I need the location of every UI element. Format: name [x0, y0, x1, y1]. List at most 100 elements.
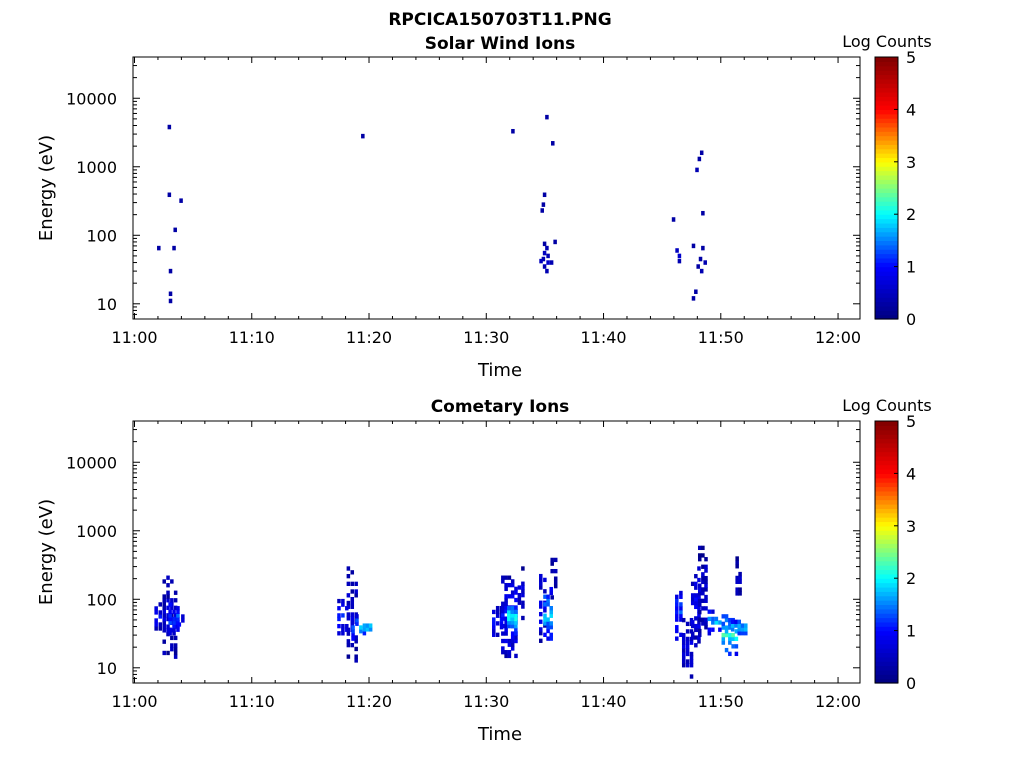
- heatmap-cell: [690, 600, 695, 606]
- heatmap-cell: [154, 622, 158, 627]
- colorbar-tick-label: 0: [906, 310, 916, 329]
- heatmap-cell: [514, 653, 518, 659]
- heatmap-cell: [549, 613, 553, 618]
- y-axis-ticks: 10 100 1000 10000: [66, 420, 860, 684]
- heatmap-cell: [550, 568, 554, 574]
- heatmap-cell: [162, 613, 166, 618]
- heatmap-cell: [704, 621, 708, 626]
- heatmap-cell: [510, 594, 515, 599]
- heatmap-cell: [504, 627, 508, 633]
- x-tick-label: 12:00: [815, 328, 861, 347]
- colorbar-tick-label: 2: [906, 205, 916, 224]
- x-axis-label: Time: [477, 360, 522, 381]
- colorbar-swatch: [875, 279, 898, 285]
- heatmap-cell: [501, 623, 505, 629]
- heatmap-cell: [697, 577, 701, 583]
- colorbar-swatch: [875, 70, 898, 76]
- heatmap-cell: [704, 606, 708, 611]
- heatmap-cell: [365, 623, 370, 628]
- heatmap-cell: [162, 639, 166, 644]
- heatmap-cell: [170, 635, 174, 641]
- x-tick-label: 12:00: [815, 692, 861, 711]
- heatmap-cell: [504, 623, 508, 629]
- heatmap-cell: [701, 621, 705, 626]
- colorbar-swatch: [875, 447, 898, 453]
- heatmap-cell: [735, 575, 739, 581]
- heatmap-cell: [734, 619, 738, 624]
- heatmap-cell: [346, 642, 351, 648]
- heatmap-cell: [701, 575, 705, 581]
- heatmap-cell: [495, 609, 500, 615]
- colorbar-swatch: [875, 275, 898, 281]
- heatmap-cell: [737, 623, 741, 628]
- colorbar-swatch: [875, 460, 898, 466]
- heatmap-cell: [738, 591, 742, 596]
- heatmap-cell: [168, 609, 172, 614]
- heatmap-cell: [341, 598, 345, 604]
- heatmap-cell: [173, 654, 178, 659]
- heatmap-cell: [685, 663, 690, 668]
- y-tick-label: 10000: [66, 453, 117, 472]
- heatmap-cell: [495, 632, 500, 637]
- heatmap-cell: [168, 620, 172, 625]
- colorbar-swatch: [875, 626, 898, 632]
- heatmap-cell: [346, 654, 351, 659]
- heatmap-cell: [721, 632, 726, 638]
- heatmap-cell: [173, 650, 178, 656]
- y-axis-ticks: 10 100 1000 10000: [66, 56, 860, 320]
- heatmap-cell: [355, 614, 359, 619]
- heatmap-cell: [346, 593, 351, 598]
- colorbar-tick-label: 1: [906, 258, 916, 277]
- heatmap-cell: [539, 619, 543, 624]
- heatmap-cell: [549, 609, 553, 615]
- colorbar-swatch: [875, 438, 898, 444]
- heatmap-cell: [728, 617, 732, 623]
- heatmap-cell: [337, 598, 341, 604]
- heatmap-cell: [701, 572, 705, 577]
- colorbar-swatch: [875, 508, 898, 514]
- heatmap-cell: [354, 646, 358, 652]
- heatmap-cell: [677, 253, 682, 259]
- x-axis-ticks: 11:00 11:10 11:20 11:30 11:40 11:50 12:00: [111, 421, 861, 711]
- heatmap-cell: [694, 604, 698, 610]
- heatmap-cell: [546, 617, 550, 622]
- heatmap-cell: [507, 642, 512, 647]
- heatmap-cell: [539, 258, 543, 264]
- heatmap-cell: [701, 617, 705, 622]
- heatmap-cell: [546, 628, 550, 634]
- colorbar-swatch: [875, 482, 898, 488]
- heatmap-cell: [168, 268, 173, 274]
- heatmap-cell: [738, 579, 742, 584]
- heatmap-cell: [514, 613, 518, 618]
- y-tick-label: 100: [86, 590, 117, 609]
- colorbar: 0 1 2 3 4 5: [874, 412, 916, 693]
- colorbar-swatch: [875, 284, 898, 290]
- heatmap-cell: [675, 609, 679, 615]
- heatmap-cell: [697, 598, 702, 603]
- heatmap-cell: [711, 609, 715, 614]
- heatmap-cell: [510, 590, 515, 595]
- colorbar-label: Log Counts: [842, 396, 932, 415]
- colorbar-swatch: [875, 144, 898, 150]
- colorbar-swatch: [875, 174, 898, 180]
- colorbar-swatch: [875, 608, 898, 614]
- heatmap-cell: [539, 631, 543, 636]
- colorbar-swatch: [875, 495, 898, 501]
- heatmap-cell: [541, 256, 546, 262]
- colorbar-frame: [874, 56, 899, 320]
- heatmap-cell: [504, 586, 508, 592]
- colorbar-swatch: [875, 661, 898, 667]
- heatmap-cell: [539, 581, 543, 586]
- x-tick-label: 11:20: [346, 328, 392, 347]
- heatmap-cell: [545, 268, 549, 274]
- heatmap-cell: [685, 644, 690, 649]
- colorbar-swatch: [875, 109, 898, 115]
- heatmap-cell: [546, 621, 550, 626]
- heatmap-cell: [168, 616, 172, 622]
- heatmap-cell: [166, 628, 170, 633]
- heatmap-cell: [718, 627, 722, 632]
- heatmap-cell: [510, 609, 515, 614]
- heatmap-cell: [170, 643, 174, 648]
- heatmap-cell: [721, 636, 726, 642]
- heatmap-cell: [704, 579, 708, 585]
